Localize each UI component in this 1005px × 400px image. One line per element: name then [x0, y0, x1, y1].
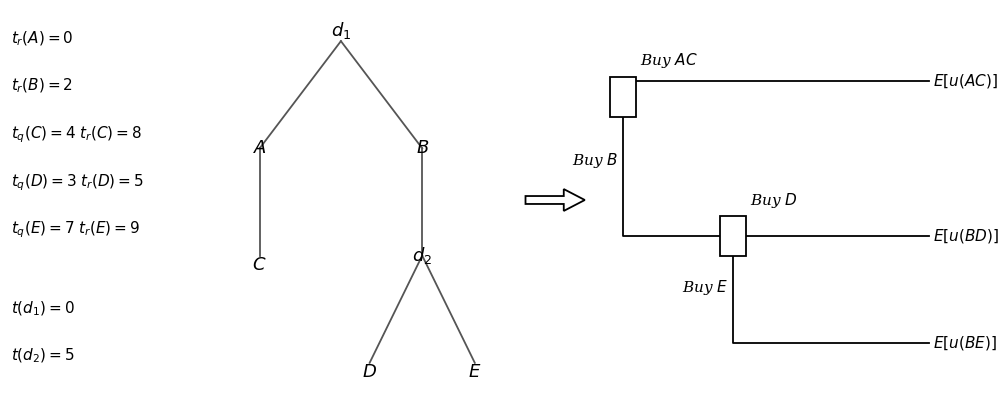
Text: $E[u(BE)]$: $E[u(BE)]$ — [933, 334, 997, 352]
Text: $t(d_1) = 0$: $t(d_1) = 0$ — [11, 299, 75, 318]
Text: $E[u(AC)]$: $E[u(AC)]$ — [933, 72, 998, 90]
Text: $D$: $D$ — [362, 363, 377, 381]
Text: $d_1$: $d_1$ — [331, 20, 351, 41]
Polygon shape — [526, 189, 585, 211]
Bar — [610, 77, 636, 116]
Text: $A$: $A$ — [252, 139, 266, 157]
Text: Buy $D$: Buy $D$ — [751, 190, 798, 210]
Text: Buy $AC$: Buy $AC$ — [640, 52, 698, 70]
Text: $d_2$: $d_2$ — [412, 245, 432, 266]
Text: $E$: $E$ — [468, 363, 481, 381]
Text: $t_r(A) = 0$: $t_r(A) = 0$ — [11, 29, 73, 48]
Text: $t(d_2) = 5$: $t(d_2) = 5$ — [11, 347, 74, 365]
Text: $t_q(E) = 7\; t_r(E) = 9$: $t_q(E) = 7\; t_r(E) = 9$ — [11, 220, 140, 240]
Text: $t_q(C) = 4\; t_r(C) = 8$: $t_q(C) = 4\; t_r(C) = 8$ — [11, 124, 142, 145]
Text: $B$: $B$ — [416, 139, 429, 157]
Text: $E[u(BD)]$: $E[u(BD)]$ — [933, 227, 999, 245]
Text: Buy $E$: Buy $E$ — [682, 278, 729, 297]
Text: $t_q(D) = 3\; t_r(D) = 5$: $t_q(D) = 3\; t_r(D) = 5$ — [11, 172, 144, 193]
Text: $t_r(B) = 2$: $t_r(B) = 2$ — [11, 77, 73, 95]
Bar — [720, 216, 747, 256]
Text: Buy $B$: Buy $B$ — [572, 151, 618, 170]
Text: $C$: $C$ — [252, 256, 267, 274]
